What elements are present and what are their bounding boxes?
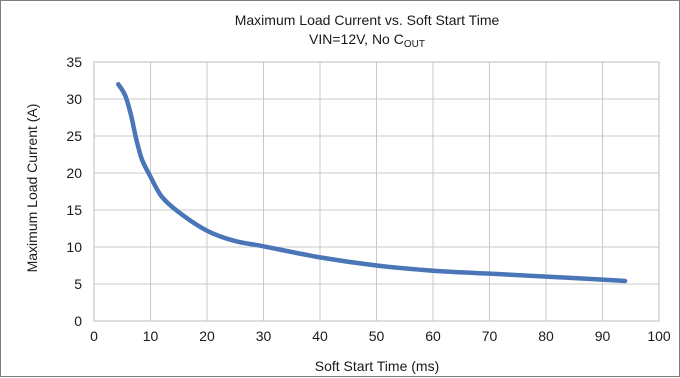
y-tick-label: 30 [66, 91, 82, 107]
data-point [135, 139, 137, 141]
x-tick-label: 90 [595, 328, 611, 344]
chart-subtitle-subscript: OUT [404, 39, 425, 50]
data-point [124, 94, 126, 96]
plot-border [93, 61, 660, 322]
x-tick-label: 0 [90, 328, 98, 344]
x-tick-label: 10 [143, 328, 159, 344]
x-tick-labels: 0 10 20 30 40 50 60 70 80 90 100 [90, 328, 671, 344]
data-point [150, 176, 151, 178]
data-point [117, 83, 119, 85]
data-point [141, 159, 143, 161]
y-tick-labels: 0 5 10 15 20 25 30 35 [66, 54, 82, 329]
data-point [545, 276, 547, 278]
x-tick-label: 100 [647, 328, 671, 344]
chart-title: Maximum Load Current vs. Soft Start Time [235, 12, 500, 28]
plot-area [93, 61, 660, 322]
x-tick-label: 20 [199, 328, 215, 344]
y-tick-label: 25 [66, 128, 82, 144]
data-point [319, 256, 321, 258]
chart-subtitle: VIN=12V, No COUT [309, 31, 425, 50]
x-tick-label: 80 [538, 328, 554, 344]
x-tick-label: 60 [425, 328, 441, 344]
x-tick-label: 40 [312, 328, 328, 344]
y-tick-label: 10 [66, 239, 82, 255]
y-tick-label: 35 [66, 54, 82, 70]
data-point [234, 240, 236, 242]
y-axis-label: Maximum Load Current (A) [24, 104, 40, 273]
y-tick-label: 0 [74, 313, 82, 329]
y-tick-label: 15 [66, 202, 82, 218]
x-tick-label: 30 [256, 328, 272, 344]
x-tick-label: 50 [369, 328, 385, 344]
data-point [130, 113, 132, 115]
series-group [116, 81, 628, 284]
data-point [624, 280, 626, 282]
data-point [432, 270, 434, 272]
data-point [178, 211, 180, 213]
x-axis-label: Soft Start Time (ms) [315, 358, 439, 374]
data-point [161, 196, 163, 198]
data-point [206, 230, 208, 232]
y-tick-label: 20 [66, 165, 82, 181]
series-line [116, 81, 628, 284]
x-tick-label: 70 [482, 328, 498, 344]
data-point [489, 273, 490, 275]
data-point [376, 265, 377, 266]
y-tick-label: 5 [74, 276, 82, 292]
gridlines [93, 61, 660, 322]
data-point [602, 279, 603, 281]
data-point [263, 245, 264, 247]
chart-subtitle-main: VIN=12V, No C [309, 31, 404, 47]
